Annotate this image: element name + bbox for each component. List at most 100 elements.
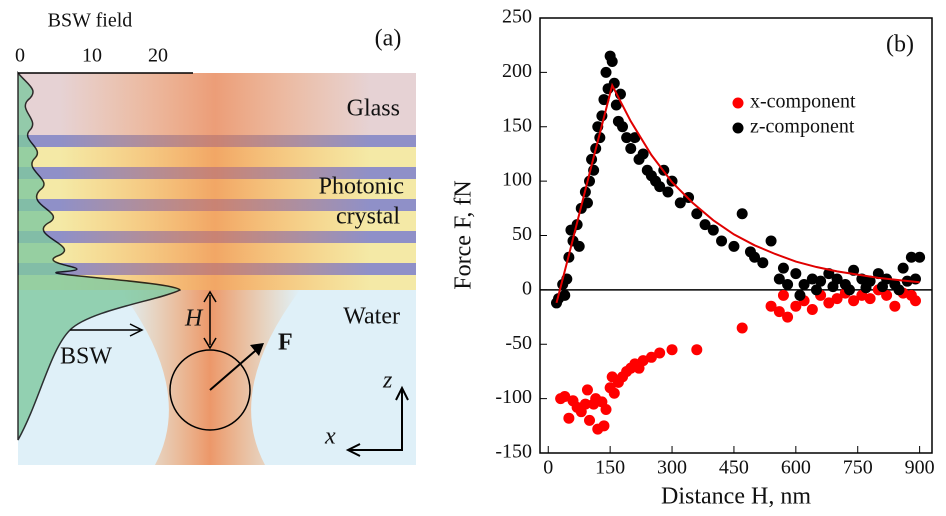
point [773,306,785,318]
point [584,414,596,426]
field-tick: 20 [148,45,168,67]
fit-line [555,82,920,304]
point [629,132,641,144]
point [691,344,703,356]
particle [169,349,251,431]
point [559,390,571,402]
point [736,208,748,220]
point [810,284,822,296]
y-tick-label: 250 [502,6,532,28]
panel-b: (b) Distance H, nm Force F, fN 250 200 150… [451,6,935,510]
point [699,219,711,231]
coordinate-axes [345,385,409,457]
point [790,300,802,312]
y-axis-label: Force F, fN [451,180,477,289]
point [674,197,686,209]
point [843,284,855,296]
arrow-head [129,323,144,337]
point [893,284,905,296]
legend-marker [732,122,744,134]
point [617,121,629,133]
point [621,132,633,144]
point [662,186,674,198]
point [716,235,728,247]
point [625,143,637,154]
point [728,240,740,252]
point [777,289,789,301]
panel-a: BSW field 0 10 20 (a) Glass Photonic cry… [15,10,416,465]
point [581,384,593,396]
point [691,208,703,220]
layer-label: Photonic [319,174,404,200]
legend-label: x-component [750,91,856,113]
point [598,94,610,106]
y-tick-label: 150 [502,114,532,136]
legend-label: z-component [750,116,855,138]
point [749,251,761,263]
point [806,303,818,315]
beam-focus [120,290,300,465]
point [666,344,678,356]
point [777,262,789,274]
point [889,300,901,312]
point [827,281,839,293]
point [637,355,649,367]
arrow-head [250,343,264,356]
point [909,295,921,307]
x-tick-label: 750 [843,457,873,479]
point [794,289,806,301]
point [581,197,593,209]
point [757,257,769,269]
x-tick-label: 900 [905,457,935,479]
point [598,420,610,432]
force-arrow [209,344,263,391]
point [914,251,926,263]
bsw-label: BSW [60,344,112,370]
legend-marker [732,97,744,109]
beam [60,73,370,290]
y-tick-label: 0 [522,277,532,299]
point [876,281,888,293]
point [765,235,777,247]
point [563,412,575,424]
point [654,181,666,193]
point [610,99,622,111]
x-tick-label: 450 [719,457,749,479]
axis-z: z [382,368,393,394]
axis-x: x [324,424,336,450]
y-tick-label: -150 [495,441,532,463]
point [872,268,884,280]
x-tick-label: 600 [781,457,811,479]
point [608,77,620,89]
point [654,347,666,359]
point [782,278,794,290]
point [860,282,872,294]
point [864,293,876,305]
point [823,297,835,309]
point [765,300,777,312]
y-tick-label: -50 [505,332,532,354]
point [848,295,860,307]
x-tick-label: 0 [543,457,553,479]
point [707,224,719,236]
layer-label: Glass [347,96,400,122]
force-label: F [278,330,293,356]
y-tick-label: 50 [512,223,532,245]
layer-label: crystal [336,204,400,230]
y-tick-label: 100 [502,169,532,191]
y-tick-label: -100 [495,386,532,408]
point [573,240,585,252]
x-tick-label: 150 [595,457,625,479]
layer-label: Water [343,304,400,330]
x-tick-label: 300 [657,457,687,479]
point [645,351,657,363]
field-axis-title: BSW field [48,10,133,32]
panel-label: (a) [375,26,402,52]
panel-label: (b) [886,32,914,58]
distance-label: H [184,306,204,332]
arrow-heads [203,290,217,350]
point [579,398,591,410]
point [600,66,612,78]
point [798,278,810,290]
